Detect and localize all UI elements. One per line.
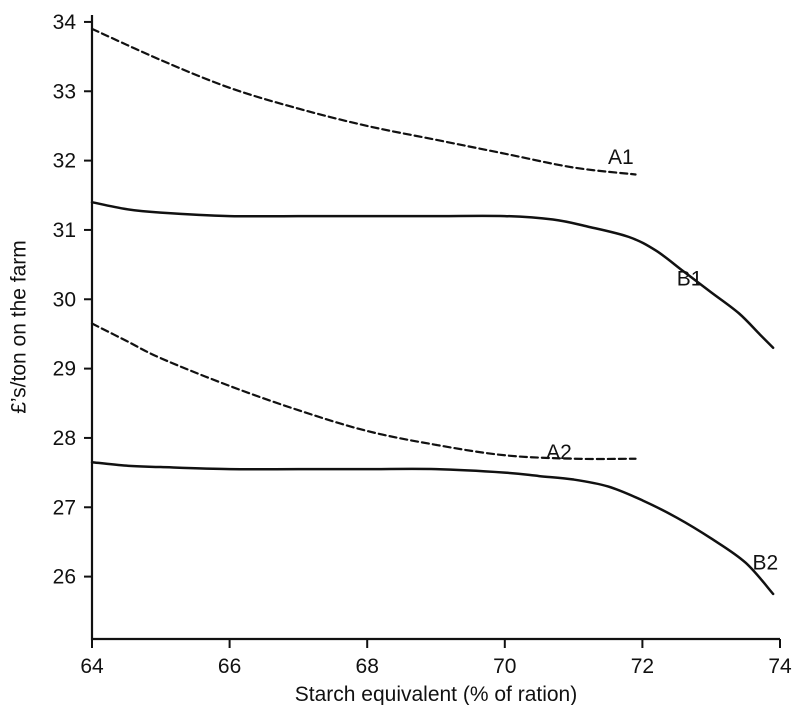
x-tick-label-70: 70 (493, 655, 516, 678)
chart-axes (90, 15, 780, 641)
y-tick-label-33: 33 (53, 80, 76, 103)
plot-area: 64 66 68 70 72 74 26 27 28 29 30 31 32 33 34 Starch equ… (8, 11, 792, 705)
x-tick-label-74: 74 (768, 655, 792, 678)
y-tick-label-28: 28 (53, 427, 76, 450)
x-axis-title: Starch equivalent (% of ration) (295, 683, 577, 705)
series-line-b2 (90, 460, 775, 596)
y-tick-label-26: 26 (53, 566, 76, 589)
series-line-a1 (90, 27, 637, 176)
y-tick-label-32: 32 (53, 150, 76, 173)
x-tick-label-72: 72 (631, 655, 654, 678)
x-tick-label-68: 68 (356, 655, 379, 678)
y-tick-label-34: 34 (53, 11, 77, 34)
curve-label-b2: B2 (752, 552, 778, 575)
y-tick-label-29: 29 (53, 358, 76, 381)
y-tick-label-27: 27 (53, 496, 76, 519)
curve-label-b1: B1 (677, 267, 703, 290)
curve-label-a2: A2 (546, 441, 572, 464)
series-line-a2 (90, 322, 637, 461)
y-tick-label-31: 31 (53, 219, 76, 242)
curve-label-a1: A1 (608, 146, 634, 169)
x-tick-label-66: 66 (218, 655, 241, 678)
y-axis-title: £’s/ton on the farm (8, 240, 31, 414)
x-tick-label-64: 64 (80, 655, 104, 678)
series-line-b1 (90, 200, 775, 350)
y-tick-label-30: 30 (53, 288, 76, 311)
